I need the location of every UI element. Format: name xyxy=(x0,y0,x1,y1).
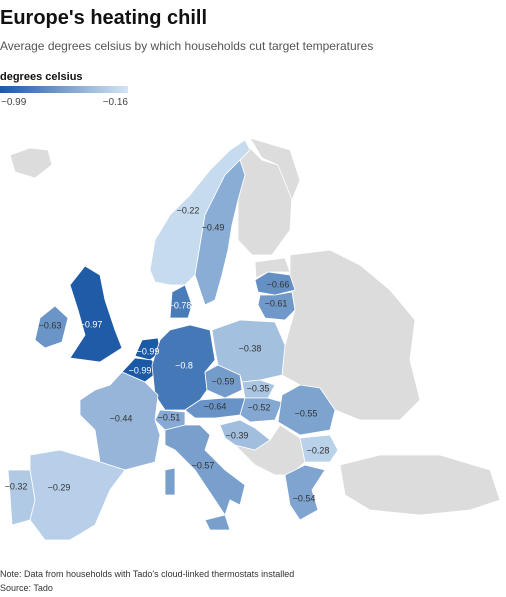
value-label: −0.99 xyxy=(137,346,160,356)
value-label: −0.57 xyxy=(192,460,215,470)
country xyxy=(254,271,296,296)
value-label: −0.63 xyxy=(39,320,62,330)
value-label: −0.66 xyxy=(267,279,290,289)
legend-bar xyxy=(0,86,128,93)
country xyxy=(257,291,296,321)
country xyxy=(34,305,69,349)
land xyxy=(249,137,301,202)
country xyxy=(241,379,276,399)
value-label: −0.39 xyxy=(226,430,249,440)
value-label: −0.78 xyxy=(169,300,192,310)
no-data-land xyxy=(9,137,501,516)
legend-label: −0.16 xyxy=(103,97,129,108)
value-label: −0.54 xyxy=(293,493,316,503)
land xyxy=(9,147,53,179)
value-label: −0.61 xyxy=(265,298,288,308)
value-label: −0.32 xyxy=(5,481,28,491)
country xyxy=(239,397,283,423)
subtitle: Average degrees celsius by which househo… xyxy=(0,39,373,53)
value-label: −0.28 xyxy=(307,445,330,455)
land xyxy=(339,454,501,516)
value-label: −0.29 xyxy=(48,482,71,492)
country xyxy=(7,469,36,526)
country xyxy=(164,424,246,531)
regions xyxy=(7,139,339,541)
value-label: −0.35 xyxy=(247,383,270,393)
legend-title: degrees celsius xyxy=(0,71,83,83)
value-label: −0.8 xyxy=(175,360,193,370)
title: Europe's heating chill xyxy=(0,7,207,29)
country xyxy=(169,284,193,319)
value-label: −0.49 xyxy=(202,222,225,232)
country xyxy=(69,265,123,363)
land xyxy=(254,257,291,279)
legend-label: −0.99 xyxy=(1,97,27,108)
country xyxy=(194,159,246,306)
country xyxy=(299,434,339,463)
value-label: −0.64 xyxy=(204,401,227,411)
country xyxy=(79,371,161,471)
value-label: −0.97 xyxy=(80,319,103,329)
value-label: −0.38 xyxy=(239,343,262,353)
country xyxy=(277,384,336,436)
value-label: −0.22 xyxy=(177,205,200,215)
country xyxy=(154,409,186,431)
value-label: −0.99 xyxy=(129,365,152,375)
legend: −0.99 −0.16 xyxy=(0,86,128,108)
country xyxy=(204,364,243,399)
value-label: −0.55 xyxy=(295,408,318,418)
country xyxy=(219,419,271,451)
note: Note: Data from households with Tado's c… xyxy=(0,569,294,579)
country xyxy=(284,464,326,521)
value-label: −0.52 xyxy=(248,402,271,412)
value-label: −0.51 xyxy=(158,412,181,422)
value-labels: −0.22−0.49 −0.66 −0.61 −0.78 −0.63 −0.97 −0.99… xyxy=(5,205,330,503)
value-label: −0.59 xyxy=(212,376,235,386)
value-label: −0.44 xyxy=(110,413,133,423)
source: Source: Tado xyxy=(0,583,53,593)
